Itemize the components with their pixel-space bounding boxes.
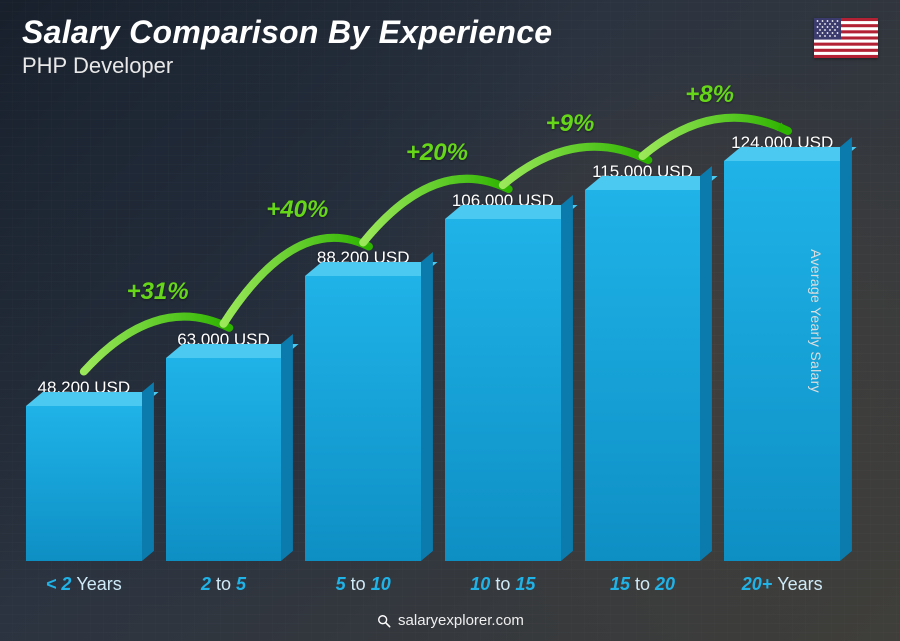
search-icon [376,613,392,629]
increase-label: +40% [266,196,328,224]
increase-label: +20% [406,139,468,167]
bar-group: 115,000 USD [585,162,701,561]
bar [305,276,421,561]
flag-icon [814,18,878,58]
x-axis-label: 2 to 5 [166,574,282,595]
title-block: Salary Comparison By Experience PHP Deve… [22,14,552,79]
x-axis-labels: < 2 Years 2 to 5 5 to 10 10 to 15 15 to 20 20… [26,574,840,595]
x-axis-label: 20+ Years [724,574,840,595]
y-axis-label: Average Yearly Salary [808,249,824,393]
chart-area: 48,200 USD63,000 USD88,200 USD106,000 US… [26,100,840,561]
footer-text: salaryexplorer.com [398,612,524,629]
increase-label: +9% [546,110,595,138]
bar [585,190,701,561]
bar-group: 63,000 USD [166,330,282,561]
x-axis-label: < 2 Years [26,574,142,595]
bar [166,358,282,561]
bar [445,219,561,561]
chart-subtitle: PHP Developer [22,53,552,79]
x-axis-label: 5 to 10 [305,574,421,595]
bar [26,406,142,561]
footer: salaryexplorer.com [0,612,900,629]
bar-group: 48,200 USD [26,378,142,561]
chart-title: Salary Comparison By Experience [22,14,552,51]
x-axis-label: 10 to 15 [445,574,561,595]
x-axis-label: 15 to 20 [585,574,701,595]
bar-group: 106,000 USD [445,191,561,561]
bar-group: 88,200 USD [305,248,421,561]
header: Salary Comparison By Experience PHP Deve… [22,14,878,79]
increase-label: +31% [127,278,189,306]
